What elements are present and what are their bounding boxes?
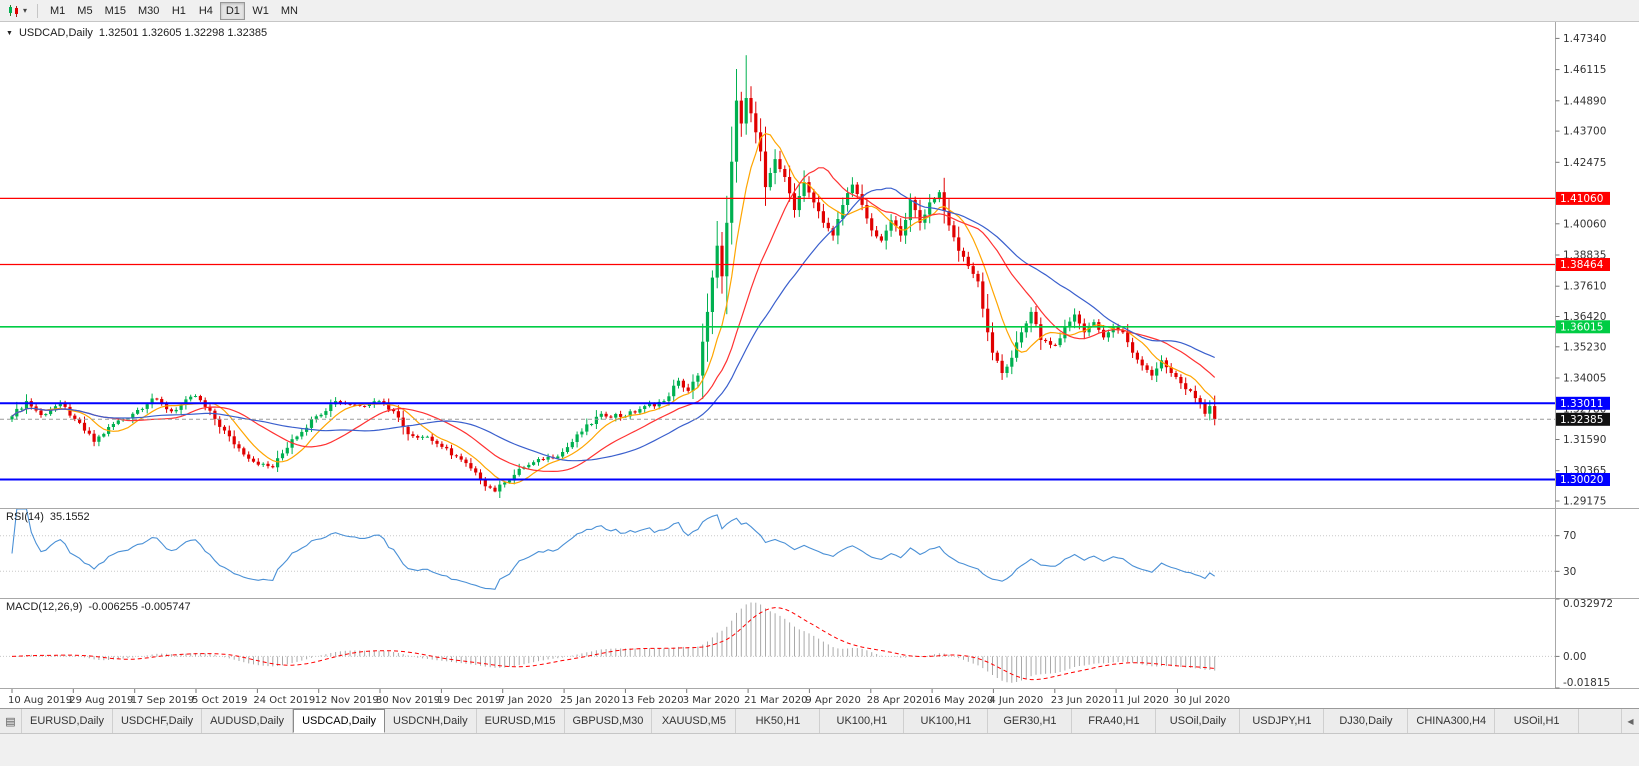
svg-text:0.032972: 0.032972 <box>1563 598 1613 610</box>
svg-text:13 Feb 2020: 13 Feb 2020 <box>621 695 683 706</box>
svg-text:21 Mar 2020: 21 Mar 2020 <box>744 695 807 706</box>
tab-eurusd-daily[interactable]: EURUSD,Daily <box>22 709 113 733</box>
svg-text:12 Nov 2019: 12 Nov 2019 <box>315 695 379 706</box>
chart-type-button[interactable]: ▾ <box>4 3 30 19</box>
period-button-H4[interactable]: H4 <box>198 4 213 17</box>
tab-china300-h4[interactable]: CHINA300,H4 <box>1408 709 1496 733</box>
svg-text:10 Aug 2019: 10 Aug 2019 <box>8 695 72 706</box>
svg-text:30: 30 <box>1563 566 1576 578</box>
svg-text:29 Aug 2019: 29 Aug 2019 <box>69 695 133 706</box>
period-button-H1[interactable]: H1 <box>171 4 186 17</box>
period-button-M15[interactable]: M15 <box>104 4 126 17</box>
svg-text:16 May 2020: 16 May 2020 <box>928 695 993 706</box>
svg-text:1.38464: 1.38464 <box>1560 259 1604 271</box>
tab-fra40-h1[interactable]: FRA40,H1 <box>1072 709 1157 733</box>
tab-usdcad-daily[interactable]: USDCAD,Daily <box>293 709 386 733</box>
svg-text:1.42475: 1.42475 <box>1563 157 1606 169</box>
svg-text:1.31590: 1.31590 <box>1563 434 1606 446</box>
svg-text:70: 70 <box>1563 530 1576 542</box>
svg-text:1.36015: 1.36015 <box>1560 321 1603 333</box>
svg-text:1.40060: 1.40060 <box>1563 218 1606 230</box>
period-button-M5[interactable]: M5 <box>77 4 93 17</box>
svg-text:1.37610: 1.37610 <box>1563 281 1606 293</box>
svg-text:1.34005: 1.34005 <box>1563 373 1606 385</box>
tab-usdcnh-daily[interactable]: USDCNH,Daily <box>385 709 477 733</box>
svg-text:25 Jan 2020: 25 Jan 2020 <box>560 695 620 706</box>
chart-window: 1.47340 1.46115 1.44890 1.43700 1.42475 1.400… <box>0 22 1639 708</box>
period-buttons: M1 M5 M15 M30 H1 H4 D1 W1 MN <box>45 1 305 20</box>
svg-text:-0.01815: -0.01815 <box>1563 677 1610 689</box>
svg-text:1.35230: 1.35230 <box>1563 341 1606 353</box>
candlestick-chart-icon <box>9 4 18 17</box>
chart-canvas[interactable]: 1.47340 1.46115 1.44890 1.43700 1.42475 1.400… <box>0 22 1639 708</box>
svg-text:28 Apr 2020: 28 Apr 2020 <box>867 695 929 706</box>
svg-text:1.44890: 1.44890 <box>1563 95 1606 107</box>
time-axis[interactable] <box>0 689 1555 708</box>
svg-text:1.41060: 1.41060 <box>1560 193 1603 205</box>
svg-text:1.36420: 1.36420 <box>1563 311 1606 323</box>
tab-xauusd-m5[interactable]: XAUUSD,M5 <box>652 709 737 733</box>
svg-text:1.33011: 1.33011 <box>1560 398 1603 410</box>
status-bar <box>0 733 1639 766</box>
svg-text:30 Jul 2020: 30 Jul 2020 <box>1174 695 1231 706</box>
period-button-MN[interactable]: MN <box>280 4 298 17</box>
svg-text:1.43700: 1.43700 <box>1563 126 1606 138</box>
svg-text:1.46115: 1.46115 <box>1563 64 1606 76</box>
svg-text:9 Apr 2020: 9 Apr 2020 <box>805 695 860 706</box>
tab-usoil-daily[interactable]: USOil,Daily <box>1156 709 1241 733</box>
svg-text:24 Oct 2019: 24 Oct 2019 <box>253 695 315 706</box>
window-list-icon[interactable]: ▤ <box>0 709 22 733</box>
price-axis[interactable] <box>1555 22 1639 688</box>
toolbar-separator <box>37 3 39 18</box>
tab-uk100-h1[interactable]: UK100,H1 <box>820 709 905 733</box>
period-button-M30[interactable]: M30 <box>137 4 160 17</box>
tab-hk50-h1[interactable]: HK50,H1 <box>736 709 821 733</box>
tab-usoil-h1[interactable]: USOil,H1 <box>1495 709 1580 733</box>
chart-tab-bar: ▤ EURUSD,Daily USDCHF,Daily AUDUSD,Daily US… <box>0 708 1639 733</box>
svg-text:0.00: 0.00 <box>1563 651 1586 663</box>
svg-text:17 Sep 2019: 17 Sep 2019 <box>131 695 194 706</box>
svg-text:7 Jan 2020: 7 Jan 2020 <box>499 695 553 706</box>
timeframe-toolbar: ▾ M1 M5 M15 M30 H1 H4 D1 W1 MN <box>0 0 1639 22</box>
tab-dj30-daily[interactable]: DJ30,Daily <box>1324 709 1409 733</box>
svg-text:1.47340: 1.47340 <box>1563 33 1606 45</box>
period-button-M1[interactable]: M1 <box>50 4 66 17</box>
period-button-W1[interactable]: W1 <box>252 4 269 17</box>
svg-text:11 Jul 2020: 11 Jul 2020 <box>1112 695 1169 706</box>
tab-ger30-h1[interactable]: GER30,H1 <box>988 709 1073 733</box>
svg-text:19 Dec 2019: 19 Dec 2019 <box>437 695 501 706</box>
tab-scroll-left-button[interactable]: ◀ <box>1621 709 1639 733</box>
period-button-D1[interactable]: D1 <box>220 1 246 20</box>
caret-down-icon: ▾ <box>23 5 28 15</box>
tab-uk100-h1[interactable]: UK100,H1 <box>904 709 989 733</box>
svg-text:5 Oct 2019: 5 Oct 2019 <box>192 695 247 706</box>
svg-text:4 Jun 2020: 4 Jun 2020 <box>989 695 1043 706</box>
tab-usdchf-daily[interactable]: USDCHF,Daily <box>112 709 203 733</box>
svg-text:1.32385: 1.32385 <box>1560 414 1603 426</box>
tab-eurusd-m15[interactable]: EURUSD,M15 <box>476 709 565 733</box>
svg-text:1.30020: 1.30020 <box>1560 474 1603 486</box>
chart-tab-bar-tabs: EURUSD,Daily USDCHF,Daily AUDUSD,Daily USDC… <box>22 709 1621 733</box>
tab-audusd-daily[interactable]: AUDUSD,Daily <box>202 709 294 733</box>
svg-text:1.29175: 1.29175 <box>1563 496 1606 508</box>
svg-text:23 Jun 2020: 23 Jun 2020 <box>1051 695 1111 706</box>
svg-text:30 Nov 2019: 30 Nov 2019 <box>376 695 440 706</box>
svg-text:3 Mar 2020: 3 Mar 2020 <box>683 695 740 706</box>
tab-usdjpy-h1[interactable]: USDJPY,H1 <box>1240 709 1325 733</box>
tab-gbpusd-m30[interactable]: GBPUSD,M30 <box>564 709 653 733</box>
